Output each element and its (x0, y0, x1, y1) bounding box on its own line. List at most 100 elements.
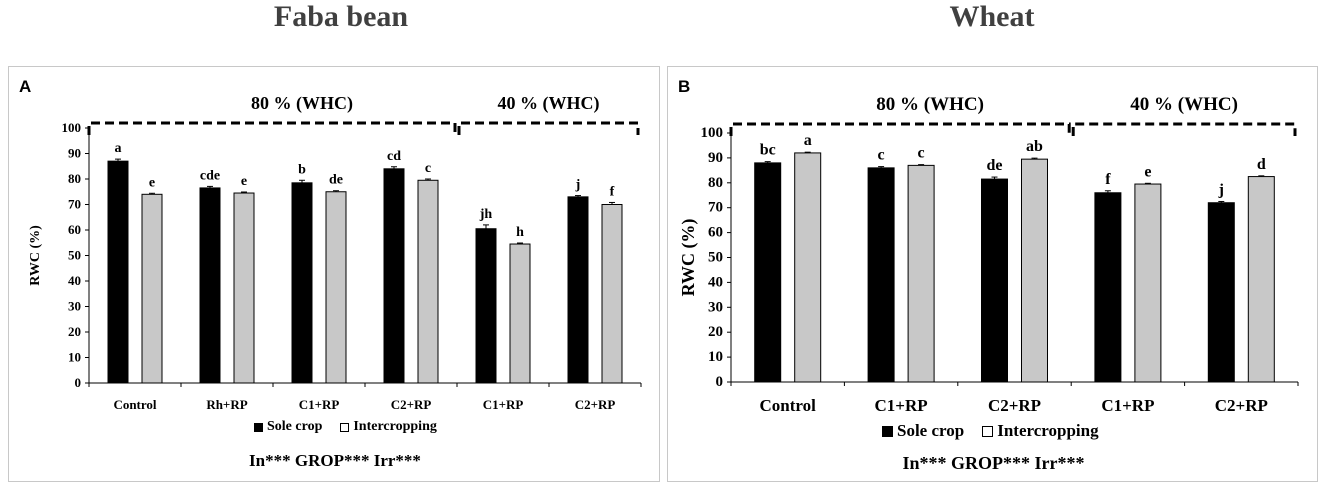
a-sig-letter-inter-3: c (425, 161, 431, 176)
a-group-label-0: 80 % (WHC) (251, 93, 353, 114)
b-category-label-4: C2+RP (1215, 396, 1268, 415)
b-sig-letter-inter-2: ab (1026, 138, 1043, 155)
a-ytick-label-10: 10 (68, 350, 81, 365)
b-bar-inter-3 (1134, 183, 1162, 383)
a-ytick-label-90: 90 (68, 146, 81, 161)
a-ytick-label-50: 50 (68, 248, 81, 263)
panel-b-letter: B (678, 77, 691, 96)
b-ytick-label-10: 10 (708, 349, 723, 365)
a-category-label-3: C2+RP (391, 397, 432, 412)
a-bar-sole-1 (199, 187, 221, 384)
a-bar-inter-1 (233, 192, 255, 384)
legend-b-sole-label: Sole crop (897, 421, 965, 440)
b-ytick-label-80: 80 (708, 175, 723, 191)
legend-b-inter: Intercropping (982, 421, 1099, 441)
b-y-axis-label: RWC (%) (678, 219, 699, 297)
b-ytick-label-60: 60 (708, 225, 723, 241)
a-ytick-label-70: 70 (68, 197, 81, 212)
a-category-label-1: Rh+RP (206, 397, 247, 412)
b-ytick-label-70: 70 (708, 200, 723, 216)
b-ytick-label-50: 50 (708, 250, 723, 266)
wheat-title: Wheat (949, 0, 1035, 33)
a-bar-sole-0 (107, 160, 129, 384)
a-bar-inter-2 (325, 191, 347, 384)
legend-b-sole: Sole crop (882, 421, 964, 441)
a-ytick-label-60: 60 (68, 222, 81, 237)
b-bar-sole-0 (754, 162, 782, 383)
a-sig-letter-inter-4: h (516, 225, 524, 240)
b-sig-letter-sole-0: bc (760, 142, 776, 159)
panel-a: A 0 10 20 30 40 50 60 70 80 90 100 RWC (%) a cde b cd jh… (8, 66, 660, 482)
legend-a-inter: Intercropping (340, 419, 437, 435)
b-group-label-0: 80 % (WHC) (876, 94, 984, 115)
a-sig-letter-sole-5: j (575, 178, 581, 193)
a-sig-letter-inter-2: de (329, 173, 343, 188)
a-category-label-4: C1+RP (483, 397, 524, 412)
panel-b: B 0 10 20 30 40 50 60 70 80 90 100 RWC (%) bc c de f j a c… (667, 66, 1318, 482)
legend-b: Sole crop Intercropping (882, 421, 1117, 441)
a-sig-letter-sole-2: b (298, 162, 306, 177)
a-sig-letter-sole-0: a (115, 141, 122, 156)
b-sig-letter-sole-2: de (987, 157, 1003, 174)
a-bar-sole-3 (383, 168, 405, 384)
b-category-label-2: C2+RP (988, 396, 1041, 415)
legend-a: Sole crop Intercropping (254, 419, 455, 435)
a-ytick-label-100: 100 (62, 120, 82, 135)
b-ytick-label-40: 40 (708, 274, 723, 290)
a-group-bracket-1 (457, 121, 640, 135)
a-sig-letter-inter-1: e (241, 174, 247, 189)
a-ytick-label-80: 80 (68, 171, 81, 186)
legend-a-sole-label: Sole crop (267, 419, 323, 434)
a-sig-letter-sole-3: cd (387, 149, 401, 164)
b-ytick-label-90: 90 (708, 150, 723, 166)
a-bar-inter-0 (141, 193, 163, 384)
a-category-label-2: C1+RP (299, 397, 340, 412)
legend-a-sole-swatch (254, 422, 263, 432)
legend-a-inter-label: Intercropping (353, 419, 437, 434)
b-bar-sole-2 (981, 178, 1008, 383)
b-bar-sole-4 (1207, 202, 1235, 383)
b-ytick-label-100: 100 (701, 125, 724, 141)
b-group-bracket-0 (729, 122, 1071, 136)
legend-b-inter-label: Intercropping (997, 421, 1099, 440)
b-category-label-0: Control (760, 396, 817, 415)
b-ytick-label-30: 30 (708, 299, 723, 315)
a-ytick-label-0: 0 (75, 375, 82, 390)
b-bar-inter-2 (1021, 158, 1048, 383)
a-group-bracket-0 (87, 121, 457, 135)
a-sig-letter-sole-1: cde (200, 168, 220, 183)
legend-b-inter-swatch (982, 425, 994, 437)
b-bar-inter-1 (907, 164, 935, 383)
a-sig-letter-inter-0: e (149, 175, 155, 190)
a-bar-inter-5 (601, 204, 623, 384)
b-ytick-label-0: 0 (716, 374, 724, 390)
a-sig-letter-inter-5: f (610, 184, 615, 199)
b-bar-sole-3 (1094, 192, 1122, 383)
a-sig-letter-sole-4: jh (479, 207, 493, 222)
a-group-label-1: 40 % (WHC) (498, 93, 600, 114)
b-bar-sole-1 (867, 167, 895, 383)
a-bar-inter-3 (417, 179, 439, 384)
b-category-label-1: C1+RP (875, 396, 928, 415)
b-group-label-1: 40 % (WHC) (1130, 94, 1238, 115)
b-ytick-label-20: 20 (708, 324, 723, 340)
b-bar-inter-0 (794, 152, 822, 383)
faba-bean-title: Faba bean (273, 0, 409, 33)
b-sig-letter-inter-1: c (918, 145, 925, 162)
stats-a: In*** GROP*** Irr*** (249, 451, 421, 470)
a-bar-sole-4 (475, 228, 497, 384)
a-ytick-label-40: 40 (68, 273, 81, 288)
a-bar-sole-2 (291, 182, 313, 384)
panel-a-letter: A (19, 77, 32, 96)
b-sig-letter-sole-3: f (1105, 171, 1111, 188)
a-bar-sole-5 (567, 196, 589, 384)
b-sig-letter-inter-0: a (804, 132, 812, 149)
b-sig-letter-inter-4: d (1257, 156, 1266, 173)
legend-a-inter-swatch (340, 422, 350, 432)
b-group-bracket-1 (1071, 122, 1297, 136)
stats-b: In*** GROP*** Irr*** (902, 453, 1085, 473)
a-category-label-5: C2+RP (575, 397, 616, 412)
a-y-axis-label: RWC (%) (28, 225, 43, 286)
b-sig-letter-sole-1: c (878, 147, 885, 164)
